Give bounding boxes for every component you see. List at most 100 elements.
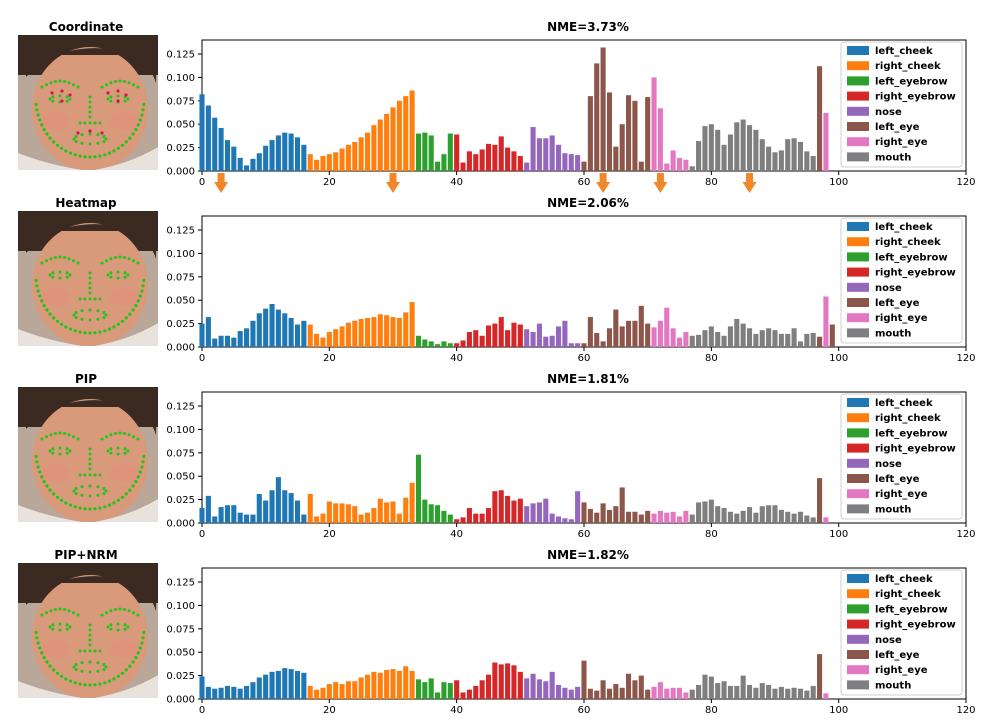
- landmark-dot: [118, 255, 122, 259]
- bars: [199, 454, 829, 523]
- bar-mouth: [746, 328, 753, 347]
- landmark-dot: [65, 627, 69, 631]
- bar-mouth: [797, 141, 804, 171]
- bar-left_cheek: [294, 137, 301, 171]
- landmark-dot: [83, 649, 87, 653]
- bar-nose: [549, 513, 555, 523]
- x-tick-label: 40: [450, 353, 463, 364]
- landmark-dot: [141, 284, 145, 288]
- landmark-dot: [116, 89, 120, 93]
- landmark-dot: [88, 447, 92, 451]
- landmark-dot: [120, 495, 125, 499]
- bar-left_eyebrow: [415, 133, 422, 171]
- bar-mouth: [766, 328, 772, 347]
- landmark-dot: [93, 507, 97, 511]
- arrow-head: [653, 182, 668, 193]
- landmark-dot: [103, 681, 107, 685]
- bar-left_cheek: [275, 309, 281, 347]
- y-tick-label: 0.100: [166, 73, 195, 84]
- bar-mouth: [778, 150, 784, 171]
- landmark-dots: [34, 79, 146, 159]
- landmark-dot: [103, 505, 107, 509]
- bar-left_cheek: [288, 493, 294, 523]
- bar-mouth: [797, 341, 804, 347]
- landmark-dot: [116, 146, 120, 150]
- landmark-dot: [138, 118, 142, 122]
- bar-left_eyebrow: [441, 341, 447, 347]
- bar-right_cheek: [364, 674, 371, 699]
- legend-box: [840, 217, 963, 344]
- bar-left_cheek: [231, 337, 237, 347]
- bar-left_cheek: [288, 669, 294, 699]
- bar-left_eye: [638, 675, 644, 699]
- landmark-dot: [35, 636, 39, 640]
- bar-right_cheek: [390, 107, 396, 171]
- bar-right_eyebrow: [511, 322, 517, 347]
- bar-left_eyebrow: [415, 454, 422, 523]
- landmark-dot: [52, 668, 56, 672]
- landmark-dot: [45, 611, 48, 615]
- landmark-dot: [42, 656, 46, 660]
- landmark-dot: [136, 261, 140, 265]
- legend-swatch-mouth: [847, 504, 869, 514]
- legend-swatch-right_eye: [847, 665, 869, 675]
- bar-mouth: [772, 688, 778, 699]
- method-label: PIP+NRM: [54, 548, 117, 562]
- bar-mouth: [766, 505, 772, 523]
- bar-right_eyebrow: [485, 508, 492, 523]
- bar-mouth: [702, 126, 708, 171]
- bar-left_cheek: [269, 140, 275, 171]
- landmark-dot: [40, 437, 44, 441]
- legend-label-left_eyebrow: left_eyebrow: [875, 252, 948, 263]
- landmark-dot: [40, 123, 44, 127]
- bar-right_cheek: [384, 113, 390, 171]
- landmark-dot: [74, 316, 78, 319]
- landmark-dot: [63, 608, 66, 611]
- landmark-dot: [109, 275, 113, 279]
- landmark-dot: [100, 261, 104, 265]
- x-tick-label: 40: [450, 177, 463, 188]
- x-tick-label: 40: [450, 529, 463, 540]
- landmark-dot: [83, 121, 87, 125]
- landmark-dot: [123, 275, 127, 279]
- bar-right_eyebrow: [485, 674, 492, 699]
- bar-nose: [549, 335, 555, 347]
- landmark-dot: [104, 137, 108, 141]
- y-tick-label: 0.125: [166, 226, 195, 237]
- landmark-dot: [88, 457, 92, 461]
- landmark-dot: [109, 451, 113, 455]
- bar-left_eye: [606, 92, 613, 171]
- bar-left_cheek: [244, 514, 250, 523]
- chart-title: NME=2.06%: [547, 196, 629, 210]
- landmark-dot: [114, 256, 117, 259]
- bar-left_eye: [587, 688, 593, 699]
- bar-mouth: [715, 332, 721, 347]
- bar-nose: [555, 144, 562, 171]
- bar-left_eye: [645, 323, 651, 347]
- landmark-dot: [74, 487, 78, 490]
- bar-mouth: [766, 146, 772, 171]
- landmark-dot: [78, 649, 82, 653]
- landmark-dot: [36, 641, 40, 645]
- bar-left_eye: [638, 305, 644, 347]
- bar-right_cheek: [352, 681, 358, 699]
- bar-left_eye: [606, 509, 613, 523]
- legend-label-left_eye: left_eye: [875, 474, 920, 485]
- bar-right_eyebrow: [511, 151, 517, 171]
- landmark-dot: [80, 661, 84, 665]
- landmark-dot: [88, 623, 92, 627]
- landmark-dot: [35, 284, 39, 288]
- bar-left_cheek: [282, 490, 288, 523]
- bar-right_cheek: [326, 154, 332, 171]
- landmark-dot: [107, 503, 112, 507]
- bar-right_eyebrow: [505, 147, 511, 171]
- landmark-dot: [128, 488, 132, 492]
- landmark-dot: [48, 664, 52, 668]
- y-tick-label: 0.100: [166, 249, 195, 260]
- bar-right_cheek: [307, 685, 313, 699]
- y-tick-label: 0.125: [166, 402, 195, 413]
- landmark-dot: [68, 97, 72, 101]
- bar-right_cheek: [364, 317, 371, 347]
- landmark-dot: [109, 433, 113, 437]
- landmark-dot: [116, 452, 120, 456]
